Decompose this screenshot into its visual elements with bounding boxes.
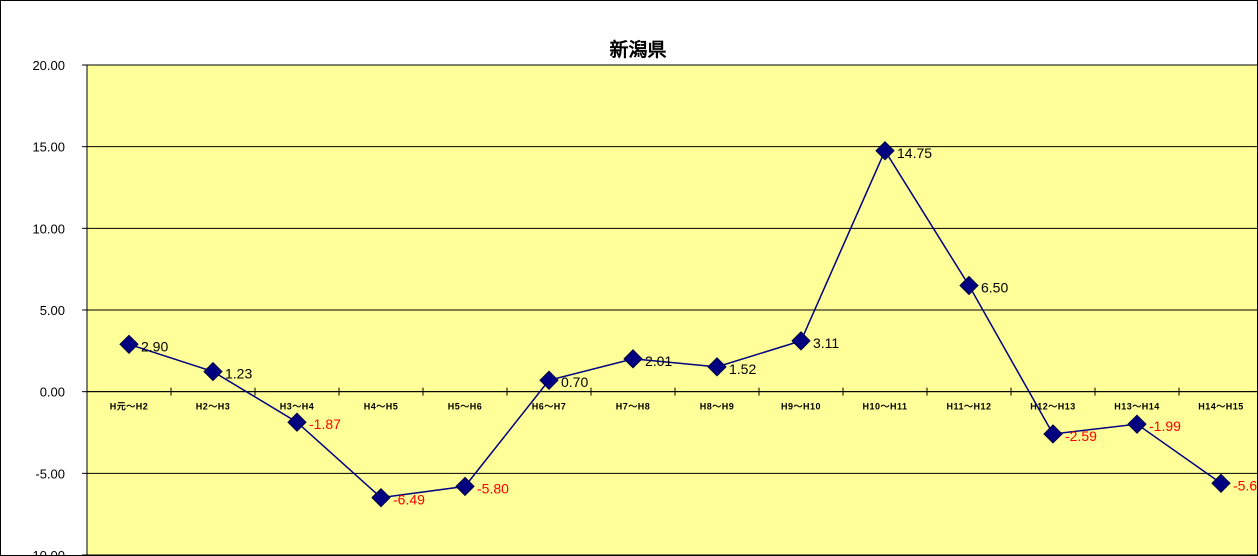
data-label: 2.90: [141, 338, 168, 354]
data-point-marker: [707, 357, 727, 377]
data-label: 14.75: [897, 145, 932, 161]
data-point-marker: [791, 331, 811, 351]
x-tick-label: H7～H8: [616, 402, 651, 412]
data-point-marker: [287, 412, 307, 432]
data-label: 0.70: [561, 374, 588, 390]
data-label: -5.61: [1233, 477, 1257, 493]
data-label: -6.49: [393, 492, 425, 508]
x-tick-label: H4～H5: [364, 402, 399, 412]
data-point-marker: [371, 487, 391, 508]
x-tick-label: H5～H6: [448, 402, 483, 412]
x-tick-label: H3～H4: [280, 402, 315, 412]
data-label: -5.80: [477, 480, 509, 496]
y-tick-label: 15.00: [32, 140, 65, 155]
x-tick-label: H12～H13: [1030, 402, 1076, 412]
y-tick-label: 10.00: [32, 221, 65, 236]
y-tick-label: 0.00: [40, 385, 65, 400]
data-label: 6.50: [981, 280, 1008, 296]
data-label: 3.11: [813, 335, 839, 351]
data-point-marker: [623, 349, 643, 369]
x-tick-label: H6～H7: [532, 402, 567, 412]
data-point-marker: [455, 476, 475, 497]
data-point-marker: [875, 141, 895, 161]
data-label: 2.01: [645, 353, 672, 369]
data-label: 1.52: [729, 361, 756, 377]
x-tick-label: H元～H2: [110, 402, 149, 412]
y-axis: 20.00 15.00 10.00 5.00 0.00 -5.00 -10.00: [28, 58, 88, 555]
x-tick-label: H13～H14: [1114, 402, 1160, 412]
y-tick-label: -10.00: [28, 548, 65, 555]
chart-title: 新潟県: [609, 38, 666, 61]
data-point-marker: [539, 370, 559, 390]
data-label: -1.87: [309, 416, 341, 432]
data-point-marker: [1127, 414, 1147, 434]
data-point-marker: [1043, 424, 1063, 444]
x-tick-label: H14～H15: [1198, 402, 1244, 412]
x-tick-label: H2～H3: [196, 402, 231, 412]
data-label: 1.23: [225, 366, 252, 382]
data-point-marker: [203, 361, 223, 382]
y-tick-label: -5.00: [35, 466, 65, 481]
series-line-layer: 2.90 1.23 -1.87 -6.49 -5.80 0.70 2.01 1.52 3.11 1…: [119, 141, 1257, 508]
series-line: [128, 149, 1222, 499]
x-tick-label: H11～H12: [946, 402, 991, 412]
data-point-marker: [959, 275, 979, 296]
y-tick-label: 20.00: [32, 58, 65, 73]
data-point-marker: [119, 334, 139, 355]
x-tick-label: H9～H10: [781, 402, 821, 412]
x-tick-label: H8～H9: [700, 402, 735, 412]
y-tick-label: 5.00: [40, 303, 65, 318]
data-label: -1.99: [1149, 418, 1181, 434]
x-tick-label: H10～H11: [862, 402, 907, 412]
data-label: -2.59: [1065, 428, 1097, 444]
data-point-marker: [1211, 473, 1231, 494]
x-axis: H元～H2 H2～H3 H3～H4 H4～H5 H5～H6 H6～H7 H7～H8 H8～H9…: [86, 387, 1257, 412]
